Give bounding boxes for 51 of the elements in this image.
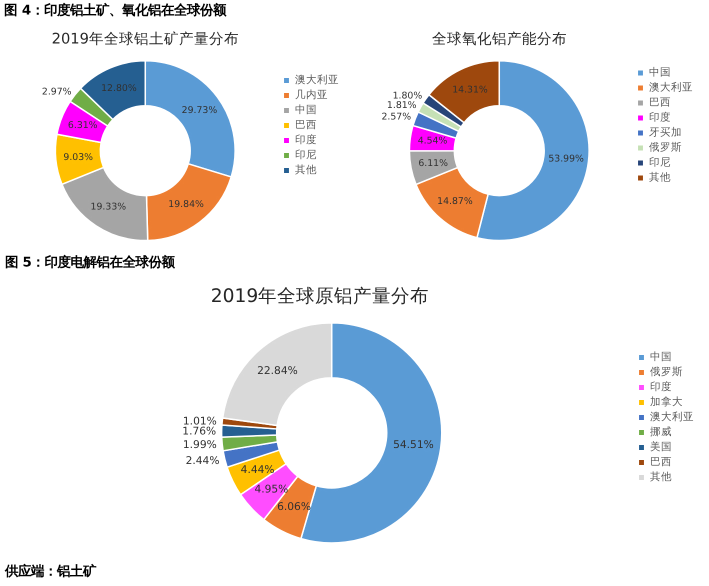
data-label: 4.54% <box>418 136 448 147</box>
data-label: 6.31% <box>68 120 98 132</box>
data-label: 54.51% <box>393 438 434 452</box>
legend-label: 其他 <box>295 163 317 177</box>
data-label: 1.80% <box>392 90 422 102</box>
legend-label: 澳大利亚 <box>295 73 339 87</box>
caption: 图 4：印度铝土矿、氧化铝在全球份额 <box>4 2 228 18</box>
data-label: 14.31% <box>452 84 488 96</box>
legend-label: 中国 <box>295 103 317 117</box>
data-label: 2.57% <box>381 112 412 123</box>
legend-label: 印尼 <box>295 148 317 162</box>
data-label: 4.44% <box>240 462 275 476</box>
legend-label: 印度 <box>649 110 671 124</box>
data-label: 19.84% <box>168 198 204 210</box>
legend-label: 其他 <box>650 470 672 484</box>
caption: 图 5：印度电解铝在全球份额 <box>4 254 176 271</box>
data-label: 29.73% <box>182 105 218 116</box>
data-label: 2.97% <box>42 86 72 98</box>
legend-label: 巴西 <box>650 455 672 469</box>
data-label: 19.33% <box>90 202 126 213</box>
legend-label: 澳大利亚 <box>649 80 693 94</box>
legend-label: 中国 <box>649 66 671 80</box>
data-label: 6.11% <box>418 158 448 170</box>
legend-label: 中国 <box>650 350 672 364</box>
legend-label: 印尼 <box>649 156 671 170</box>
legend-label: 美国 <box>650 440 672 454</box>
data-label: 2.44% <box>186 454 220 467</box>
legend-label: 澳大利亚 <box>650 410 694 424</box>
legend-label: 加拿大 <box>650 395 683 409</box>
data-label: 1.81% <box>386 100 417 111</box>
legend-label: 巴西 <box>649 96 671 110</box>
data-label: 12.80% <box>101 83 137 94</box>
legend-label: 俄罗斯 <box>649 140 682 154</box>
legend-label: 挪威 <box>650 425 672 439</box>
legend-label: 印度 <box>650 380 672 394</box>
data-label: 1.99% <box>182 438 217 452</box>
data-label: 14.87% <box>437 196 473 207</box>
legend-label: 俄罗斯 <box>650 365 683 379</box>
legend-label: 几内亚 <box>295 88 328 102</box>
legend-label: 牙买加 <box>649 126 682 140</box>
legend-label: 巴西 <box>295 118 317 132</box>
legend-label: 其他 <box>649 170 671 184</box>
legend-label: 印度 <box>295 133 317 147</box>
data-label: 53.99% <box>548 154 584 165</box>
data-label: 22.84% <box>257 364 298 378</box>
chart-title: 全球氧化铝产能分布 <box>432 30 567 48</box>
chart-title: 2019年全球铝土矿产量分布 <box>52 30 239 48</box>
data-label: 9.03% <box>63 152 94 163</box>
chart-title: 2019年全球原铝产量分布 <box>210 286 430 307</box>
data-label: 4.95% <box>254 482 288 496</box>
text: 供应端：铝土矿 <box>4 563 96 580</box>
